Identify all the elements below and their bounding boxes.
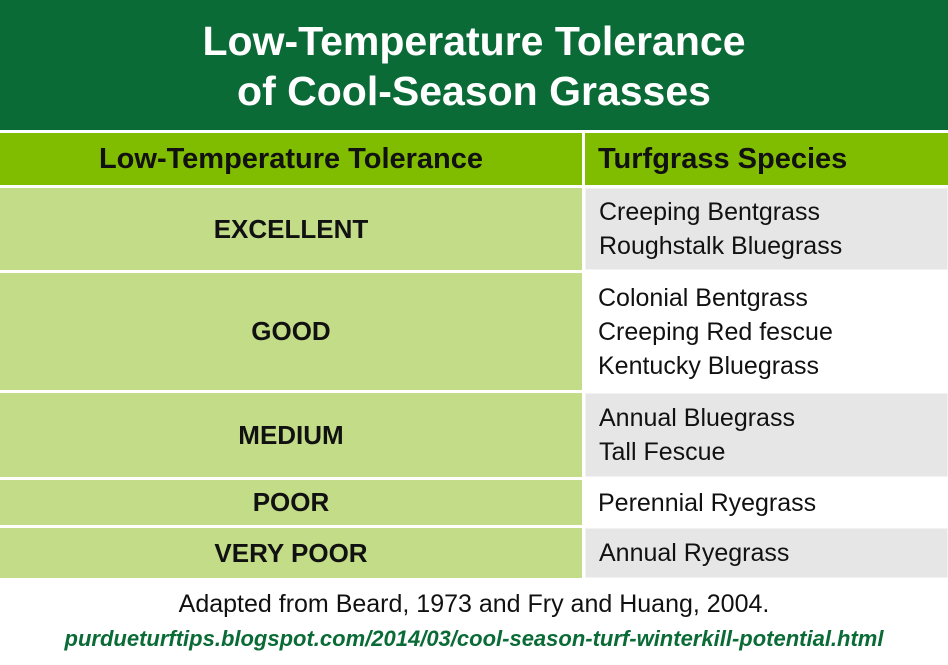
species-item: Annual Ryegrass (599, 539, 790, 567)
page-title: Low-Temperature Tolerance of Cool-Season… (0, 0, 948, 130)
species-item: Creeping Red fescue (598, 317, 833, 346)
species-item: Roughstalk Bluegrass (599, 232, 843, 260)
species-cell: Perennial Ryegrass (585, 480, 948, 525)
species-item: Perennial Ryegrass (598, 488, 817, 517)
species-cell: Creeping Bentgrass Roughstalk Bluegrass (585, 188, 948, 270)
species-item: Annual Bluegrass (599, 404, 795, 432)
species-cell: Annual Bluegrass Tall Fescue (585, 393, 948, 477)
species-cell: Colonial Bentgrass Creeping Red fescue K… (585, 273, 948, 390)
tolerance-cell: EXCELLENT (0, 188, 582, 270)
species-item: Tall Fescue (599, 438, 726, 466)
species-cell: Annual Ryegrass (585, 528, 948, 578)
tolerance-cell: GOOD (0, 273, 582, 390)
species-item: Kentucky Bluegrass (598, 351, 819, 380)
species-item: Colonial Bentgrass (598, 283, 808, 312)
source-citation: Adapted from Beard, 1973 and Fry and Hua… (178, 590, 770, 618)
tolerance-cell: MEDIUM (0, 393, 582, 477)
title-line-2: of Cool-Season Grasses (237, 68, 711, 114)
title-line-1: Low-Temperature Tolerance (202, 18, 746, 64)
header-species: Turfgrass Species (585, 133, 948, 185)
species-item: Creeping Bentgrass (599, 198, 820, 226)
tolerance-cell: VERY POOR (0, 528, 582, 578)
header-tolerance: Low-Temperature Tolerance (0, 133, 582, 185)
tolerance-cell: POOR (0, 480, 582, 525)
source-url: purdueturftips.blogspot.com/2014/03/cool… (64, 626, 884, 651)
